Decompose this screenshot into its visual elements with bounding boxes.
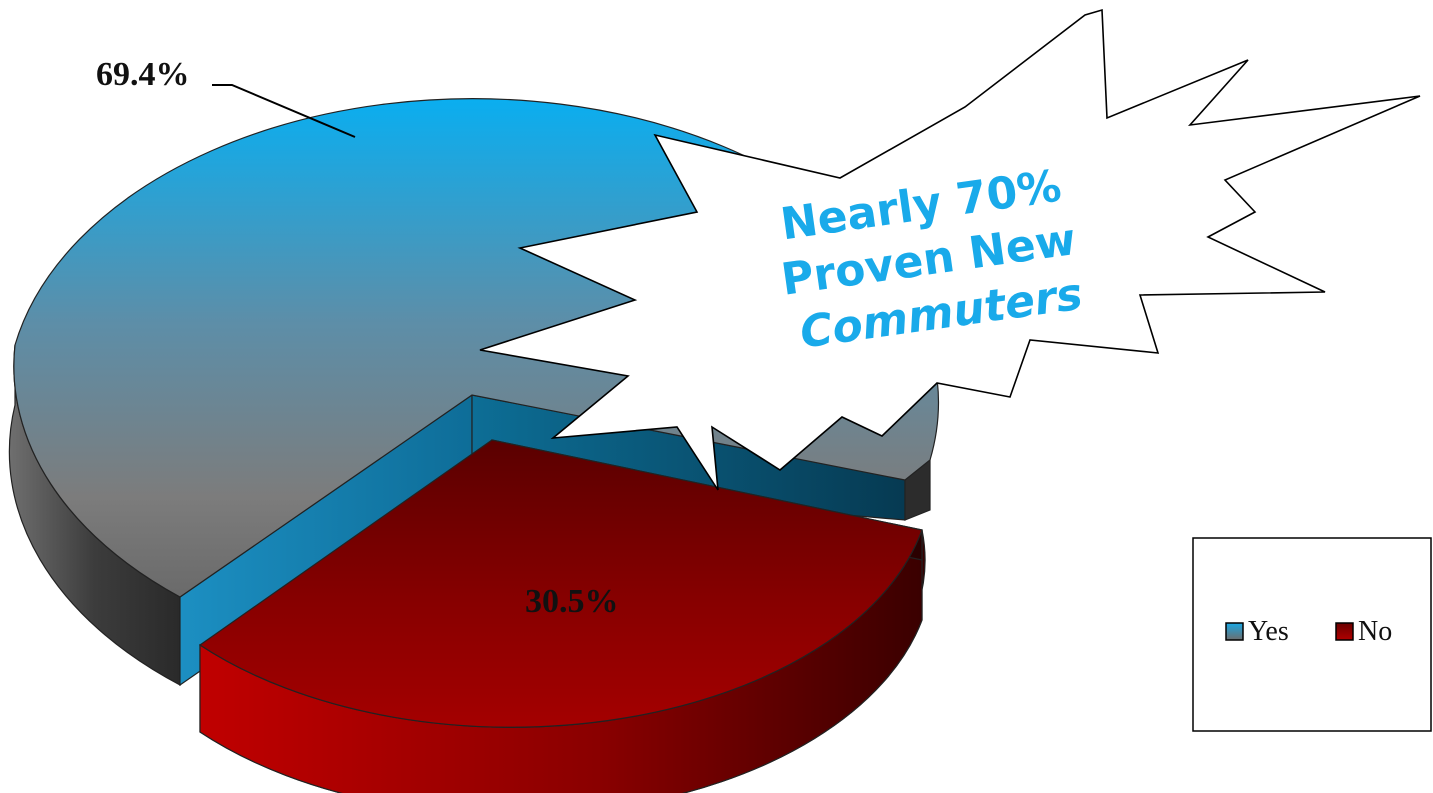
- leader-line-yes: [212, 84, 356, 138]
- legend-entry-no: No: [1335, 616, 1392, 647]
- pie-slice-no: [198, 439, 926, 793]
- legend-swatch-yes: [1225, 622, 1244, 641]
- slice-no-side: [199, 529, 926, 793]
- starburst-shape: [479, 8, 1421, 491]
- data-label-yes: 69.4%: [96, 56, 190, 93]
- legend-label-no: No: [1358, 616, 1392, 647]
- legend-label-yes: Yes: [1248, 616, 1289, 647]
- slice-no-top: [198, 439, 923, 728]
- legend-swatch-no: [1335, 622, 1354, 641]
- legend: Yes No: [1192, 537, 1432, 732]
- starburst-callout: Nearly 70% Proven New Commuters: [479, 8, 1421, 491]
- data-label-no: 30.5%: [525, 583, 619, 620]
- legend-entry-yes: Yes: [1225, 616, 1289, 647]
